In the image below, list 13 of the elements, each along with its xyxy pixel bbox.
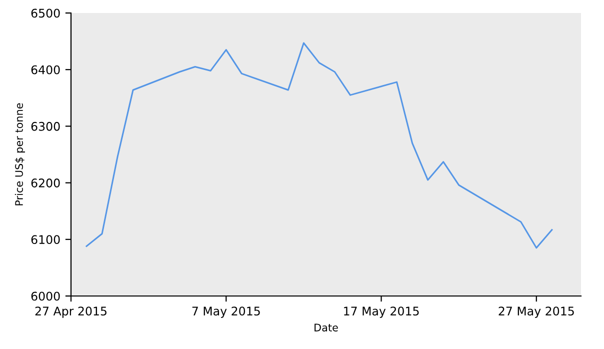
y-tick-label: 6200 [31, 178, 60, 188]
x-tick-label: 27 May 2015 [498, 306, 574, 318]
x-tick-label: 27 Apr 2015 [35, 306, 106, 318]
y-tick-label: 6500 [31, 8, 60, 18]
x-axis-title: Date [314, 324, 338, 332]
y-axis-title: Price US$ per tonne [14, 103, 25, 206]
line-series [86, 42, 553, 249]
y-tick-label: 6100 [31, 235, 60, 244]
y-tick-label: 6000 [31, 292, 60, 301]
x-tick-label: 17 May 2015 [344, 306, 419, 318]
x-tick-label: 7 May 2015 [192, 306, 260, 318]
y-tick-label: 6400 [31, 65, 60, 74]
y-tick-label: 6300 [31, 122, 60, 131]
